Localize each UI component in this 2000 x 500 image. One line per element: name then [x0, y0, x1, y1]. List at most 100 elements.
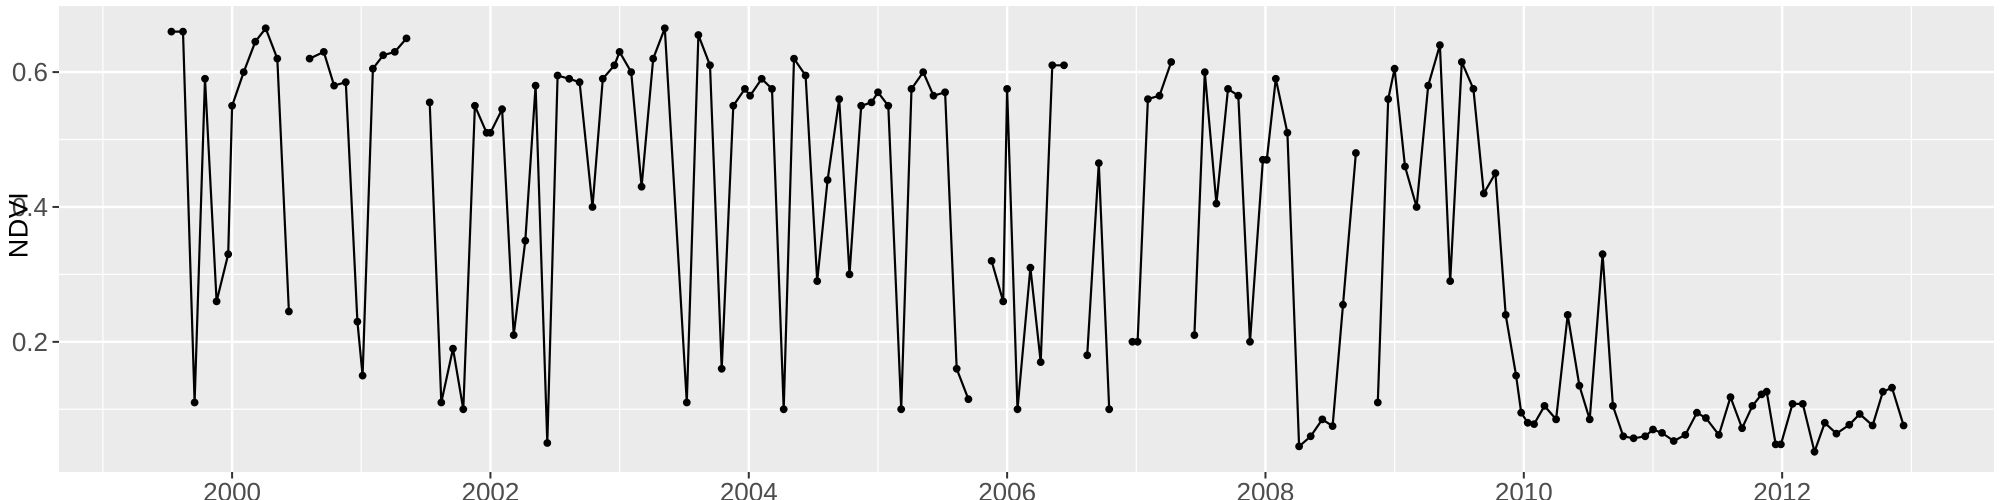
- data-point: [1295, 442, 1303, 451]
- data-point: [305, 54, 314, 63]
- ndvi-line-segment: [1376, 43, 1905, 453]
- data-point: [1469, 85, 1478, 93]
- ndvi-line-segment: [308, 37, 408, 377]
- data-point: [273, 54, 282, 63]
- data-point: [1788, 400, 1797, 408]
- data-point: [823, 176, 832, 184]
- data-point: [190, 398, 199, 407]
- data-point: [999, 297, 1008, 306]
- data-point: [746, 91, 754, 100]
- data-point: [1888, 383, 1896, 392]
- plot-panel: [59, 6, 1994, 472]
- ndvi-line-segment: [990, 64, 1066, 411]
- data-point: [1190, 331, 1199, 339]
- ndvi-line-segment: [1193, 70, 1358, 448]
- data-point: [261, 24, 270, 33]
- data-point: [1133, 337, 1142, 346]
- data-point: [1271, 74, 1280, 83]
- data-point: [402, 34, 411, 43]
- data-point: [801, 71, 810, 80]
- data-point: [1446, 277, 1455, 285]
- data-point: [1457, 58, 1466, 66]
- data-point: [1283, 128, 1292, 137]
- data-point: [779, 405, 788, 414]
- data-point: [952, 364, 961, 373]
- data-point: [498, 105, 506, 114]
- data-point: [845, 270, 854, 279]
- data-point: [1820, 418, 1829, 427]
- data-point: [224, 250, 233, 259]
- data-point: [1512, 371, 1520, 380]
- data-point: [941, 88, 949, 97]
- data-point: [1479, 189, 1488, 198]
- data-point: [1373, 398, 1382, 407]
- data-point: [768, 85, 776, 93]
- data-point: [449, 344, 457, 353]
- data-point: [649, 54, 658, 63]
- minor-gridlines: [59, 6, 1994, 472]
- data-point: [1629, 434, 1638, 443]
- data-point: [341, 78, 350, 87]
- data-point: [1563, 311, 1572, 319]
- data-point: [201, 74, 209, 83]
- data-point: [588, 203, 597, 211]
- data-point: [1762, 387, 1771, 396]
- data-point: [1200, 68, 1209, 76]
- y-tick-label: 0.4: [12, 192, 48, 222]
- data-point: [1212, 199, 1221, 208]
- data-point: [1436, 41, 1444, 49]
- data-point: [459, 405, 468, 414]
- y-axis-title: NDVI: [3, 191, 34, 259]
- data-point: [1318, 415, 1327, 424]
- data-point: [1262, 155, 1271, 164]
- x-tick-label: 2010: [1495, 477, 1553, 500]
- data-point: [741, 85, 749, 93]
- data-point: [1702, 414, 1710, 422]
- y-tick-labels: 0.2 0.4 0.6: [12, 57, 48, 357]
- data-point: [660, 24, 669, 33]
- ndvi-line-segment: [170, 27, 290, 404]
- data-point: [706, 61, 714, 70]
- data-point: [682, 398, 691, 407]
- x-tick-label: 2000: [203, 477, 261, 500]
- data-point: [1517, 408, 1526, 417]
- data-point: [1669, 437, 1678, 445]
- data-point: [1609, 402, 1617, 410]
- data-point: [1641, 432, 1650, 441]
- data-point: [637, 182, 646, 191]
- data-point: [598, 74, 607, 83]
- data-point: [425, 98, 434, 107]
- data-point: [790, 54, 798, 63]
- data-point: [1328, 422, 1337, 430]
- data-point: [228, 101, 237, 110]
- data-point: [285, 307, 293, 316]
- data-point: [437, 398, 446, 407]
- data-point: [358, 371, 367, 380]
- data-point: [531, 81, 540, 90]
- data-point: [521, 236, 530, 245]
- data-point: [1540, 402, 1549, 410]
- x-tick-label: 2006: [978, 477, 1036, 500]
- data-point: [1552, 415, 1560, 424]
- data-point: [319, 48, 328, 56]
- data-point: [929, 91, 938, 100]
- data-point: [729, 101, 738, 110]
- data-point: [1658, 429, 1666, 437]
- data-point: [486, 128, 495, 137]
- data-point: [1246, 337, 1254, 346]
- y-tick-label: 0.2: [12, 327, 48, 357]
- data-point: [1530, 420, 1538, 428]
- data-point: [1048, 61, 1057, 70]
- data-point: [369, 64, 377, 73]
- data-point: [757, 74, 766, 83]
- series-ndvi: [167, 24, 1908, 456]
- data-point: [1339, 300, 1347, 309]
- data-point: [813, 277, 822, 285]
- data-point: [717, 364, 726, 373]
- data-point: [857, 101, 866, 110]
- data-point: [565, 74, 574, 83]
- data-point: [1491, 169, 1500, 178]
- data-point: [330, 81, 338, 90]
- data-point: [1899, 421, 1908, 430]
- data-point: [1234, 91, 1243, 100]
